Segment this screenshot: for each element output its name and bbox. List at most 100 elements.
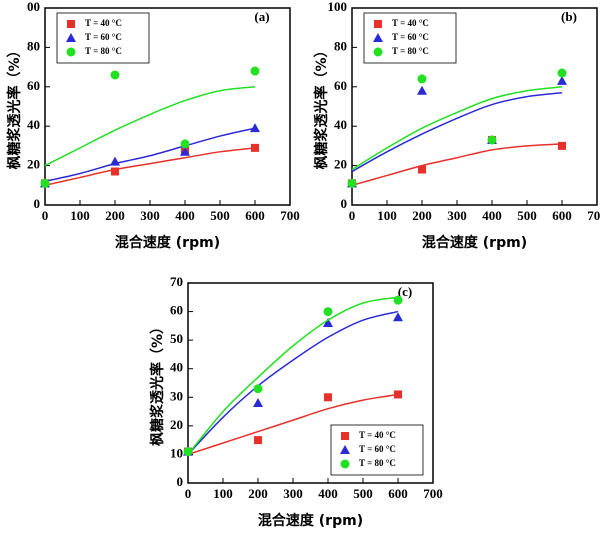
fit-curve xyxy=(187,393,399,456)
x-tick-label: 600 xyxy=(245,208,265,223)
x-tick-label: 600 xyxy=(552,208,572,223)
marker-circle xyxy=(180,139,190,149)
fit-curve xyxy=(187,310,399,455)
legend-label: T = 60 °C xyxy=(392,32,429,42)
y-tick-label: 20 xyxy=(27,157,40,172)
y-tick-label: 0 xyxy=(341,196,348,211)
panel-label: (c) xyxy=(398,284,412,299)
legend-label: T = 60 °C xyxy=(359,444,396,454)
marker-circle xyxy=(253,384,263,394)
fit-curve xyxy=(44,147,256,187)
y-tick-label: 10 xyxy=(170,445,183,460)
legend-marker xyxy=(340,445,350,454)
x-tick-label: 500 xyxy=(210,208,230,223)
panel-label: (b) xyxy=(561,9,577,24)
marker-circle xyxy=(250,66,260,76)
y-tick-label: 80 xyxy=(334,38,347,53)
x-tick-label: 400 xyxy=(175,208,195,223)
legend-label: T = 40 °C xyxy=(392,18,429,28)
y-axis-label: 枫糖浆透光率（%） xyxy=(313,43,330,169)
fit-curve xyxy=(351,86,563,171)
y-tick-label: 60 xyxy=(170,303,183,318)
marker-square xyxy=(324,393,332,402)
legend-marker xyxy=(374,20,382,28)
x-tick-label: 700 xyxy=(587,208,600,223)
legend-label: T = 80 °C xyxy=(359,458,396,468)
marker-circle xyxy=(110,70,120,80)
marker-triangle xyxy=(417,85,427,95)
y-tick-label: 60 xyxy=(334,78,347,93)
legend-label: T = 80 °C xyxy=(392,46,429,56)
y-axis-label: 枫糖浆透光率（%） xyxy=(6,43,23,169)
y-tick-label: 70 xyxy=(170,274,183,289)
fit-curve xyxy=(351,143,563,187)
legend-marker xyxy=(373,47,383,57)
x-tick-label: 300 xyxy=(447,208,467,223)
x-tick-label: 600 xyxy=(388,486,408,501)
y-tick-label: 0 xyxy=(177,474,184,489)
marker-triangle xyxy=(180,146,190,156)
x-tick-label: 0 xyxy=(42,208,49,223)
y-tick-label: 40 xyxy=(27,117,40,132)
legend-marker xyxy=(340,459,350,469)
marker-triangle xyxy=(250,123,260,133)
marker-square xyxy=(111,167,119,176)
marker-circle xyxy=(557,68,567,78)
chart: 0 100 200 300 400 500 600 700 0 10 20 30 40 50 60 70 (c)… xyxy=(149,274,443,529)
x-tick-label: 500 xyxy=(517,208,537,223)
y-tick-label: 00 xyxy=(27,0,40,14)
x-tick-label: 500 xyxy=(353,486,373,501)
marker-square xyxy=(558,141,566,150)
marker-square xyxy=(394,390,402,399)
y-tick-label: 20 xyxy=(170,417,183,432)
fit-curve xyxy=(44,127,256,183)
legend-label: T = 40 °C xyxy=(359,430,396,440)
marker-triangle xyxy=(323,318,333,327)
y-tick-label: 20 xyxy=(334,157,347,172)
legend-label: T = 40 °C xyxy=(85,18,122,28)
marker-triangle xyxy=(557,75,567,85)
y-tick-label: 40 xyxy=(334,117,347,132)
panel-label: (a) xyxy=(254,9,269,24)
marker-circle xyxy=(393,295,403,305)
x-axis-label: 混合速度 (rpm) xyxy=(115,234,220,251)
x-axis-label: 混合速度 (rpm) xyxy=(258,512,363,529)
x-tick-label: 300 xyxy=(283,486,303,501)
y-tick-label: 40 xyxy=(170,360,183,375)
legend-marker xyxy=(373,33,383,42)
fit-curve xyxy=(351,91,563,173)
marker-square xyxy=(418,165,426,174)
marker-circle xyxy=(417,74,427,84)
x-tick-label: 0 xyxy=(185,486,192,501)
plot-frame xyxy=(187,282,434,484)
x-tick-label: 400 xyxy=(318,486,338,501)
legend-marker xyxy=(66,47,76,57)
x-tick-label: 700 xyxy=(423,486,443,501)
legend-label: T = 80 °C xyxy=(85,46,122,56)
y-tick-label: 50 xyxy=(170,331,183,346)
y-tick-label: 30 xyxy=(170,388,183,403)
y-tick-label: 80 xyxy=(27,38,40,53)
legend-label: T = 60 °C xyxy=(85,32,122,42)
plot-frame xyxy=(44,7,291,206)
x-axis-label: 混合速度 (rpm) xyxy=(422,234,527,251)
x-tick-label: 300 xyxy=(140,208,160,223)
x-tick-label: 200 xyxy=(105,208,125,223)
x-tick-label: 700 xyxy=(280,208,300,223)
marker-circle xyxy=(487,135,497,145)
chart: 0 100 200 300 400 500 600 700 0 20 40 60 80 00 (a) 混合速度… xyxy=(6,0,300,251)
x-tick-label: 200 xyxy=(412,208,432,223)
x-tick-label: 200 xyxy=(248,486,268,501)
marker-triangle xyxy=(110,156,120,166)
y-tick-label: 100 xyxy=(328,0,348,14)
x-tick-label: 100 xyxy=(70,208,90,223)
x-tick-label: 0 xyxy=(349,208,356,223)
x-tick-label: 400 xyxy=(482,208,502,223)
marker-triangle xyxy=(393,312,403,322)
legend-marker xyxy=(66,33,76,42)
y-tick-label: 0 xyxy=(34,196,41,211)
legend-marker xyxy=(67,20,75,28)
fit-curve xyxy=(44,86,256,167)
y-tick-label: 60 xyxy=(27,78,40,93)
